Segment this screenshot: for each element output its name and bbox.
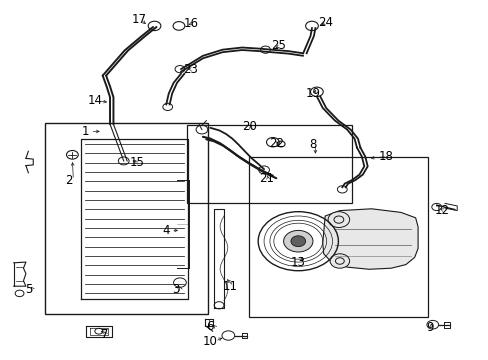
Circle shape: [290, 236, 305, 247]
Bar: [187, 125, 351, 203]
Text: 24: 24: [317, 16, 332, 29]
Text: 8: 8: [308, 138, 316, 150]
Text: 10: 10: [203, 335, 217, 348]
Text: 13: 13: [290, 256, 305, 269]
Text: 1: 1: [81, 125, 89, 138]
Circle shape: [329, 254, 349, 268]
Bar: [249, 157, 427, 317]
Text: 20: 20: [242, 120, 256, 132]
Text: 4: 4: [162, 224, 170, 237]
Text: 19: 19: [305, 87, 320, 100]
Text: 2: 2: [64, 174, 72, 186]
Circle shape: [327, 212, 349, 228]
Text: 7: 7: [101, 328, 109, 341]
Text: 3: 3: [172, 283, 180, 296]
Bar: [45, 123, 207, 314]
Text: 17: 17: [132, 13, 146, 26]
Text: 15: 15: [129, 156, 144, 169]
Text: 11: 11: [222, 280, 237, 293]
Text: 18: 18: [378, 150, 393, 163]
Text: 6: 6: [206, 320, 214, 333]
Text: 25: 25: [271, 39, 285, 52]
Text: 22: 22: [268, 137, 283, 150]
Polygon shape: [322, 209, 417, 269]
Text: 5: 5: [24, 283, 32, 296]
Text: 23: 23: [183, 63, 198, 76]
Circle shape: [283, 230, 312, 252]
Text: 21: 21: [259, 172, 273, 185]
Text: 12: 12: [434, 204, 449, 217]
Text: 9: 9: [426, 321, 433, 334]
Text: 16: 16: [183, 17, 198, 30]
Text: 14: 14: [88, 94, 102, 107]
